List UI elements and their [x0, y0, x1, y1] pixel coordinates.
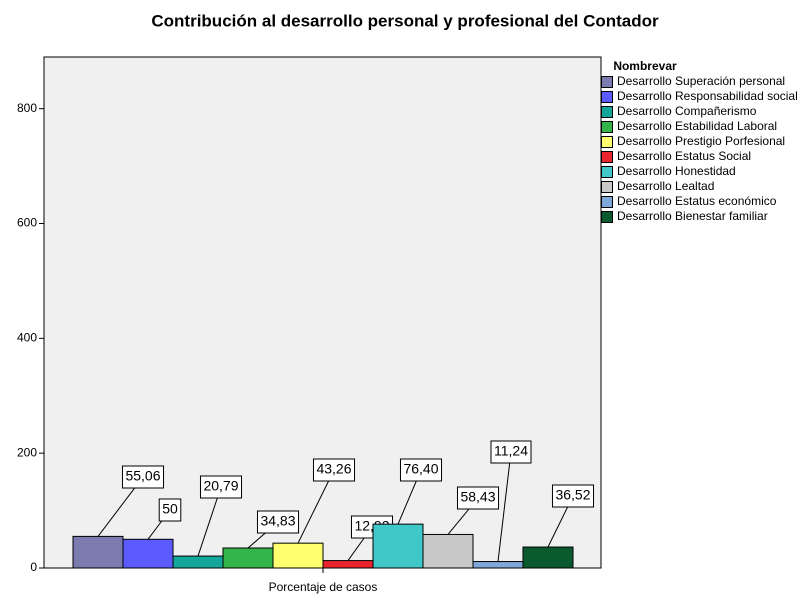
data-label: 11,24 — [494, 443, 528, 459]
data-label: 58,43 — [460, 489, 495, 505]
bar — [222, 547, 274, 569]
legend-label: Desarrollo Lealtad — [617, 179, 715, 193]
legend-label: Desarrollo Superación personal — [617, 74, 786, 88]
legend-label: Desarrollo Estatus Social — [617, 149, 752, 163]
legend-item: Desarrollo Superación personal — [600, 75, 810, 88]
legend-label: Desarrollo Responsabilidad social — [617, 89, 798, 103]
legend-swatch — [601, 136, 613, 148]
leader-line — [297, 469, 335, 544]
legend-swatch — [601, 151, 613, 163]
legend-swatch — [601, 211, 613, 223]
legend-swatch — [601, 76, 613, 88]
legend: Nombrevar Desarrollo Superación personal D… — [600, 60, 810, 225]
bar — [372, 523, 424, 569]
data-label: 34,83 — [260, 513, 295, 529]
legend-item: Desarrollo Honestidad — [600, 165, 810, 178]
legend-swatch — [601, 106, 613, 118]
legend-item: Desarrollo Estatus Social — [600, 150, 810, 163]
bar — [472, 561, 524, 569]
data-label: 76,40 — [403, 461, 438, 477]
legend-swatch — [601, 181, 613, 193]
legend-label: Desarrollo Compañerismo — [617, 104, 757, 118]
label-box — [399, 458, 443, 482]
data-label: 20,79 — [203, 478, 238, 494]
bar — [272, 542, 324, 569]
legend-item: Desarrollo Prestigio Porfesional — [600, 135, 810, 148]
bar — [72, 535, 124, 569]
label-box — [121, 465, 165, 489]
label-box — [551, 484, 595, 508]
legend-label: Desarrollo Prestigio Porfesional — [617, 134, 786, 148]
data-label: 36,52 — [555, 487, 590, 503]
label-box — [490, 440, 532, 464]
y-tick-label: 200 — [17, 445, 37, 459]
legend-label: Desarrollo Estabilidad Laboral — [617, 119, 778, 133]
data-label: 50 — [162, 501, 178, 517]
legend-item: Desarrollo Lealtad — [600, 180, 810, 193]
data-label: 55,06 — [125, 468, 160, 484]
legend-item: Desarrollo Estatus económico — [600, 195, 810, 208]
bar — [322, 560, 374, 569]
legend-item: Desarrollo Compañerismo — [600, 105, 810, 118]
legend-label: Desarrollo Estatus económico — [617, 194, 777, 208]
data-label: 43,26 — [316, 461, 351, 477]
y-tick-label: 600 — [17, 216, 37, 230]
y-tick-label: 800 — [17, 101, 37, 115]
legend-item: Desarrollo Estabilidad Laboral — [600, 120, 810, 133]
legend-swatch — [601, 91, 613, 103]
label-box — [456, 486, 500, 510]
legend-swatch — [601, 196, 613, 208]
plot-area — [43, 56, 602, 569]
legend-title: Nombrevar — [613, 59, 677, 73]
label-box — [158, 498, 182, 522]
label-box — [199, 475, 243, 499]
chart-title: Contribución al desarrollo personal y pr… — [151, 11, 659, 30]
legend-item: Desarrollo Responsabilidad social — [600, 90, 810, 103]
leader-line — [197, 486, 222, 557]
legend-label: Desarrollo Honestidad — [617, 164, 736, 178]
legend-label: Desarrollo Bienestar familiar — [617, 209, 768, 223]
bar — [422, 533, 474, 569]
y-tick-label: 400 — [17, 331, 37, 345]
legend-item: Desarrollo Bienestar familiar — [600, 210, 810, 223]
label-box — [256, 510, 300, 534]
bar — [172, 555, 224, 569]
x-tick-label: Porcentaje de casos — [269, 580, 378, 594]
label-box — [312, 458, 356, 482]
legend-swatch — [601, 121, 613, 133]
leader-line — [497, 451, 512, 562]
bar — [122, 538, 174, 569]
y-tick-label: 0 — [30, 560, 37, 574]
bar — [522, 546, 574, 569]
legend-swatch — [601, 166, 613, 178]
